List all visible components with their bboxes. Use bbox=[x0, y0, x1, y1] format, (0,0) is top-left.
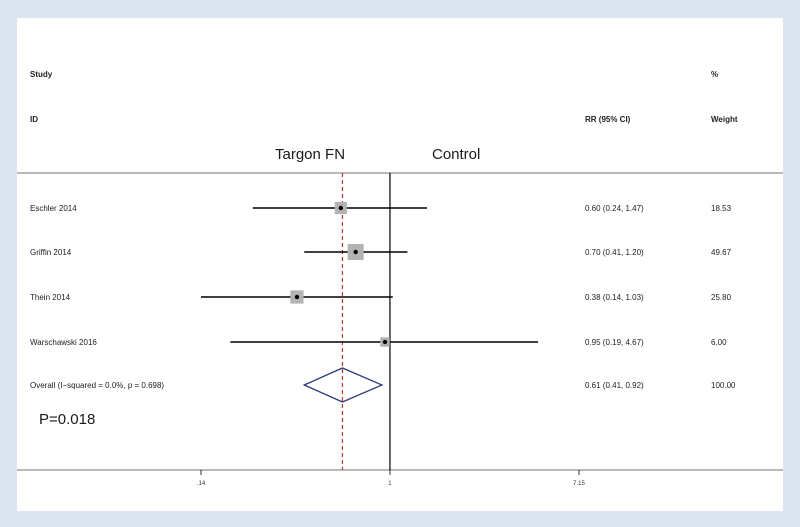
study-1-rr-text: 0.60 (0.24, 1.47) bbox=[585, 204, 644, 213]
favours-left-label: Targon FN bbox=[275, 146, 345, 163]
study-2-rr-text: 0.70 (0.41, 1.20) bbox=[585, 248, 644, 257]
study-1-label: Eschler 2014 bbox=[30, 204, 77, 213]
header-study: Study bbox=[30, 70, 53, 79]
overall-rr-text: 0.61 (0.41, 0.92) bbox=[585, 381, 644, 390]
forest-plot: Study ID RR (95% CI) % Weight Targon FN … bbox=[17, 70, 783, 487]
study-2-weight-text: 49.67 bbox=[711, 248, 732, 257]
overall-label: Overall (I−squared = 0.0%, p = 0.698) bbox=[30, 381, 164, 390]
x-tick-label: 7.15 bbox=[573, 481, 585, 487]
header-rr: RR (95% CI) bbox=[585, 115, 631, 124]
study-3-rr-text: 0.38 (0.14, 1.03) bbox=[585, 293, 644, 302]
x-tick-label: 1 bbox=[388, 481, 392, 487]
header-weight: Weight bbox=[711, 115, 738, 124]
study-4-weight-text: 6.00 bbox=[711, 338, 727, 347]
study-3-label: Thein 2014 bbox=[30, 293, 71, 302]
study-4-label: Warschawski 2016 bbox=[30, 338, 97, 347]
study-2-label: Griffin 2014 bbox=[30, 248, 72, 257]
study-4-rr-text: 0.95 (0.19, 4.67) bbox=[585, 338, 644, 347]
header-percent: % bbox=[711, 70, 718, 79]
forest-marks: Eschler 2014 0.60 (0.24, 1.47) 18.53 Griffi… bbox=[30, 173, 736, 470]
study-1-point bbox=[338, 205, 344, 211]
study-3-point bbox=[294, 294, 300, 300]
x-axis-ticks: .14 1 7.15 bbox=[197, 470, 585, 487]
study-3-weight-text: 25.80 bbox=[711, 293, 732, 302]
overall-diamond bbox=[302, 367, 384, 403]
forest-plot-panel: Study ID RR (95% CI) % Weight Targon FN … bbox=[17, 18, 783, 511]
study-1-weight-text: 18.53 bbox=[711, 204, 732, 213]
overall-weight-text: 100.00 bbox=[711, 381, 736, 390]
favours-right-label: Control bbox=[432, 146, 480, 163]
header-id: ID bbox=[30, 115, 38, 124]
p-value-label: P=0.018 bbox=[39, 411, 95, 428]
study-4-point bbox=[382, 339, 388, 345]
study-2-point bbox=[353, 249, 358, 255]
x-tick-label: .14 bbox=[197, 481, 206, 487]
